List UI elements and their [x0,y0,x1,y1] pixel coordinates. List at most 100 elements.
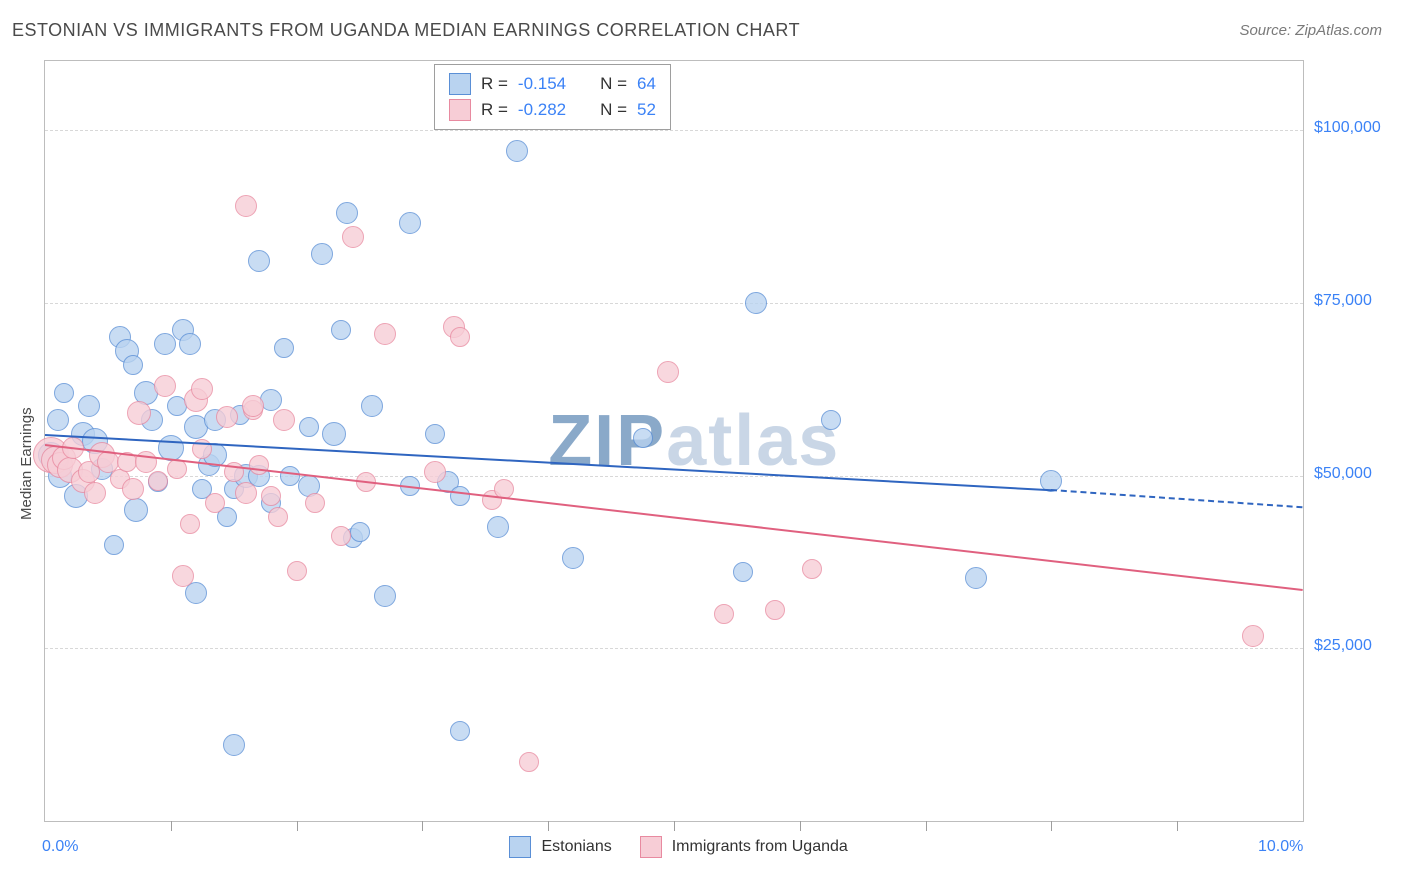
data-point-estonians [374,585,396,607]
data-point-uganda [122,478,144,500]
gridline [45,303,1303,304]
n-value: 52 [637,97,656,123]
x-tick [297,821,298,831]
gridline [45,648,1303,649]
data-point-uganda [268,507,288,527]
legend-item: Immigrants from Uganda [640,836,848,858]
data-point-estonians [124,498,148,522]
data-point-uganda [765,600,785,620]
legend-label: Estonians [541,838,611,856]
data-point-estonians [248,250,270,272]
data-point-estonians [47,409,69,431]
x-tick [1051,821,1052,831]
data-point-uganda [450,327,470,347]
r-value: -0.154 [518,71,566,97]
stats-legend-row: R = -0.282 N = 52 [449,97,656,123]
data-point-estonians [633,428,653,448]
legend-swatch-icon [449,99,471,121]
data-point-estonians [311,243,333,265]
x-tick [1177,821,1178,831]
x-tick [171,821,172,831]
data-point-uganda [331,526,351,546]
data-point-uganda [84,482,106,504]
x-tick [548,821,549,831]
legend-swatch-icon [640,836,662,858]
legend-swatch-icon [509,836,531,858]
r-label: R = [481,71,508,97]
data-point-uganda [242,395,264,417]
data-point-uganda [172,565,194,587]
data-point-uganda [273,409,295,431]
data-point-uganda [216,406,238,428]
data-point-estonians [322,422,346,446]
stats-legend: R = -0.154 N = 64R = -0.282 N = 52 [434,64,671,130]
data-point-uganda [180,514,200,534]
x-axis-min-label: 0.0% [42,838,78,856]
data-point-estonians [299,417,319,437]
data-point-uganda [261,486,281,506]
data-point-uganda [205,493,225,513]
data-point-uganda [191,378,213,400]
legend-item: Estonians [509,836,611,858]
data-point-estonians [450,721,470,741]
data-point-estonians [965,567,987,589]
data-point-estonians [425,424,445,444]
data-point-estonians [506,140,528,162]
data-point-estonians [54,383,74,403]
data-point-uganda [287,561,307,581]
data-point-uganda [127,401,151,425]
data-point-estonians [223,734,245,756]
legend-swatch-icon [449,73,471,95]
data-point-uganda [305,493,325,513]
data-point-estonians [260,389,282,411]
data-point-estonians [280,466,300,486]
data-point-uganda [1242,625,1264,647]
data-point-uganda [657,361,679,383]
data-point-uganda [154,375,176,397]
plot-area: ZIPatlas [44,60,1304,822]
source-label: Source: ZipAtlas.com [1239,22,1382,39]
data-point-estonians [399,212,421,234]
data-point-uganda [235,482,257,504]
data-point-uganda [374,323,396,345]
r-label: R = [481,97,508,123]
data-point-uganda [235,195,257,217]
regression-line [1051,489,1303,508]
y-axis-label: Median Earnings [18,407,35,520]
x-axis-max-label: 10.0% [1258,838,1303,856]
n-label: N = [600,97,627,123]
data-point-uganda [519,752,539,772]
series-legend: Estonians Immigrants from Uganda [509,836,847,858]
y-tick-label: $75,000 [1314,292,1372,310]
y-tick-label: $50,000 [1314,465,1372,483]
data-point-estonians [179,333,201,355]
x-tick [422,821,423,831]
x-tick [926,821,927,831]
data-point-uganda [249,455,269,475]
x-tick [800,821,801,831]
data-point-uganda [342,226,364,248]
data-point-estonians [78,395,100,417]
data-point-estonians [336,202,358,224]
data-point-estonians [123,355,143,375]
r-value: -0.282 [518,97,566,123]
n-value: 64 [637,71,656,97]
data-point-estonians [104,535,124,555]
data-point-estonians [450,486,470,506]
data-point-estonians [562,547,584,569]
data-point-estonians [733,562,753,582]
y-tick-label: $100,000 [1314,119,1381,137]
data-point-estonians [361,395,383,417]
data-point-estonians [821,410,841,430]
y-tick-label: $25,000 [1314,637,1372,655]
data-point-uganda [424,461,446,483]
data-point-estonians [154,333,176,355]
data-point-estonians [331,320,351,340]
data-point-uganda [802,559,822,579]
data-point-estonians [350,522,370,542]
data-point-uganda [148,471,168,491]
data-point-estonians [487,516,509,538]
data-point-estonians [274,338,294,358]
data-point-uganda [714,604,734,624]
chart-container: { "title": "ESTONIAN VS IMMIGRANTS FROM … [0,0,1406,892]
